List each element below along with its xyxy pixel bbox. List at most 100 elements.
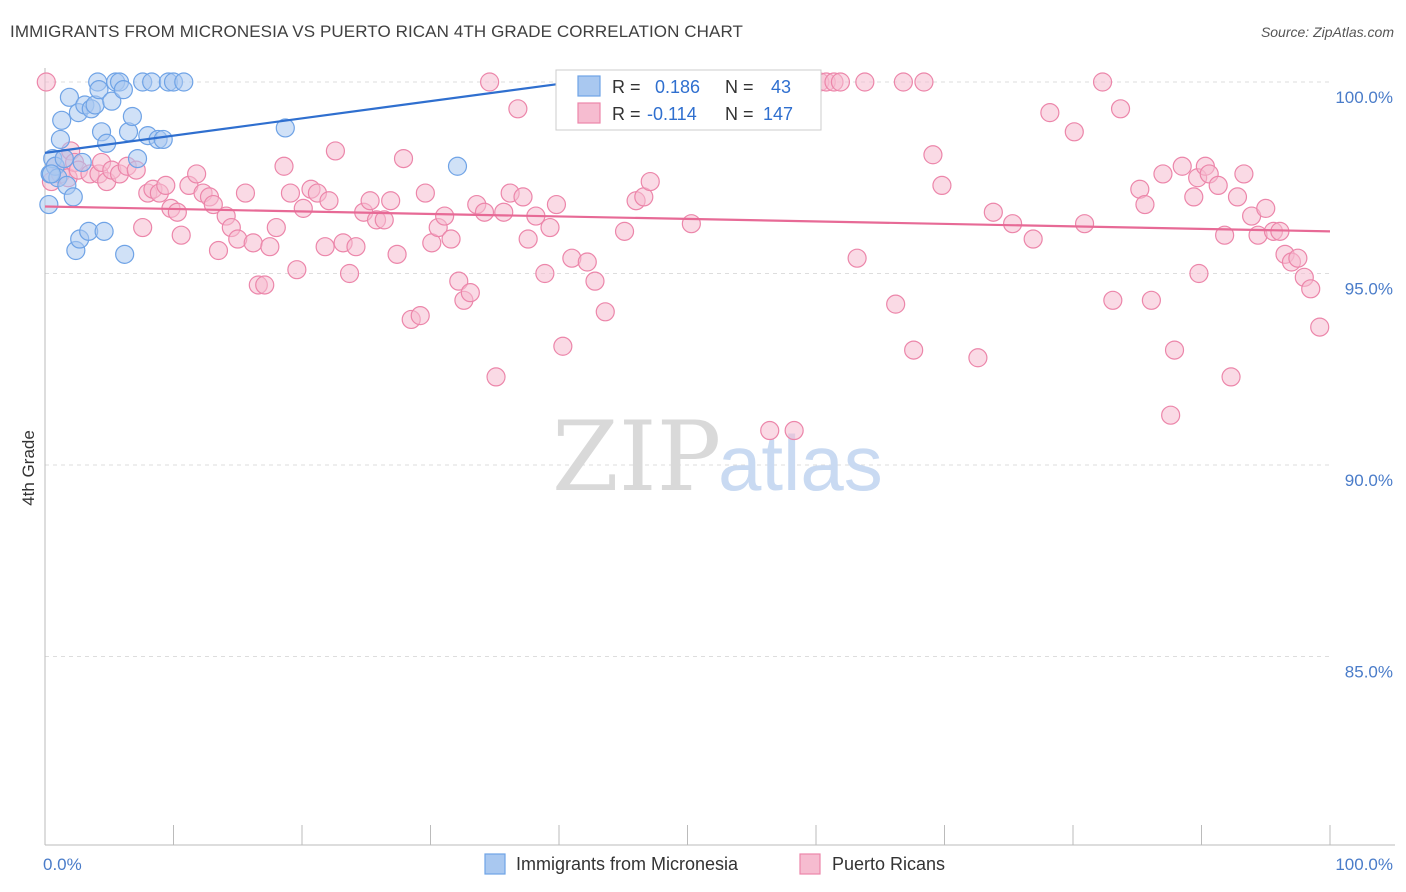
point-puerto-rican-136 (1234, 164, 1254, 184)
point-puerto-rican-119 (1103, 290, 1123, 310)
stats-swatch-pink (577, 102, 601, 124)
point-puerto-rican-38 (266, 217, 286, 238)
point-puerto-rican-146 (1301, 279, 1321, 299)
y-tick-labels: 100.0% 95.0% 90.0% 85.0% (1335, 88, 1393, 682)
stat-n-value-1: 43 (771, 77, 791, 97)
point-puerto-rican-115 (1040, 103, 1060, 123)
point-micronesia-27 (113, 80, 133, 100)
y-tick-label-3: 85.0% (1345, 663, 1393, 682)
point-puerto-rican-118 (1092, 72, 1113, 92)
point-puerto-rican-67 (460, 283, 480, 303)
point-puerto-rican-102 (830, 72, 851, 92)
x-tick-labels: 0.0% 100.0% (43, 855, 1393, 874)
point-micronesia-41 (447, 156, 468, 176)
point-puerto-rican-36 (255, 275, 275, 295)
point-puerto-rican-134 (1221, 367, 1241, 387)
point-puerto-rican-97 (784, 420, 804, 441)
point-puerto-rican-81 (553, 336, 573, 356)
point-micronesia-40 (275, 118, 295, 138)
point-puerto-rican-91 (640, 171, 660, 192)
stat-r-value-1: 0.186 (655, 77, 700, 97)
point-puerto-rican-132 (1208, 175, 1228, 196)
point-puerto-rican-29 (208, 240, 229, 261)
point-micronesia-9 (59, 87, 80, 107)
point-puerto-rican-124 (1153, 164, 1173, 184)
gridlines (45, 81, 1330, 657)
point-puerto-rican-105 (886, 294, 906, 314)
watermark: ZIP atlas (552, 401, 883, 513)
point-puerto-rican-23 (171, 225, 191, 245)
point-puerto-rican-79 (540, 217, 560, 238)
series-puerto-ricans (36, 72, 1330, 441)
point-puerto-rican-52 (360, 191, 380, 211)
point-puerto-rican-50 (346, 237, 366, 257)
point-puerto-rican-70 (480, 72, 500, 92)
point-puerto-rican-78 (535, 263, 555, 284)
point-puerto-rican-75 (513, 187, 533, 207)
point-puerto-rican-45 (315, 237, 335, 257)
point-puerto-rican-76 (518, 229, 538, 249)
point-puerto-rican-59 (410, 306, 430, 326)
y-tick-label-0: 100.0% (1335, 88, 1393, 107)
point-puerto-rican-47 (325, 141, 346, 161)
point-puerto-rican-46 (319, 191, 339, 211)
point-puerto-rican-37 (260, 237, 280, 257)
legend-label-puerto-ricans: Puerto Ricans (832, 854, 945, 874)
point-puerto-rican-107 (904, 340, 924, 360)
legend-swatch-puerto-ricans (799, 853, 821, 875)
point-puerto-rican-149 (1189, 263, 1209, 284)
point-puerto-rican-74 (508, 99, 528, 119)
trend-line-micronesia (44, 82, 560, 154)
point-puerto-rican-120 (1110, 99, 1131, 119)
source-label: Source: ZipAtlas.com (1260, 24, 1394, 40)
point-puerto-rican-108 (914, 72, 934, 92)
point-micronesia-14 (72, 152, 92, 173)
x-tick-label-1: 100.0% (1335, 855, 1393, 874)
point-puerto-rican-110 (932, 175, 952, 196)
y-axis-label: 4th Grade (19, 430, 38, 506)
legend-swatch-micronesia (484, 853, 506, 875)
point-puerto-rican-126 (1164, 340, 1185, 360)
point-puerto-rican-144 (1288, 248, 1308, 268)
point-puerto-rican-125 (1161, 405, 1181, 425)
point-puerto-rican-71 (486, 367, 506, 387)
point-micronesia-10 (63, 187, 83, 207)
point-puerto-rican-127 (1172, 156, 1192, 176)
point-puerto-rican-25 (187, 164, 207, 184)
stat-r-label-2: R = (612, 104, 641, 124)
point-puerto-rican-69 (474, 202, 495, 222)
watermark-zip: ZIP (552, 401, 721, 513)
point-micronesia-30 (127, 149, 148, 169)
point-puerto-rican-111 (968, 348, 988, 368)
point-puerto-rican-65 (449, 271, 469, 291)
point-puerto-rican-33 (235, 183, 256, 203)
point-micronesia-35 (153, 129, 173, 150)
point-micronesia-7 (54, 149, 74, 169)
point-puerto-rican-40 (280, 183, 301, 203)
point-puerto-rican-112 (983, 202, 1003, 222)
point-puerto-rican-117 (1074, 214, 1095, 234)
point-puerto-rican-148 (36, 72, 56, 92)
point-puerto-rican-147 (1310, 317, 1330, 337)
point-micronesia-42 (41, 164, 62, 184)
stats-swatch-blue (577, 75, 601, 97)
point-micronesia-0 (39, 194, 59, 215)
chart-title: IMMIGRANTS FROM MICRONESIA VS PUERTO RIC… (10, 22, 744, 41)
point-puerto-rican-20 (156, 175, 176, 196)
point-puerto-rican-84 (577, 252, 597, 272)
point-puerto-rican-86 (595, 302, 615, 322)
stat-n-label-2: N = (725, 104, 754, 124)
point-puerto-rican-85 (585, 271, 605, 291)
point-puerto-rican-64 (441, 229, 461, 249)
stat-r-value-2: -0.114 (647, 104, 697, 124)
y-tick-label-1: 95.0% (1345, 280, 1393, 299)
point-puerto-rican-55 (381, 191, 401, 211)
point-puerto-rican-39 (274, 156, 294, 176)
point-puerto-rican-95 (681, 214, 701, 234)
point-puerto-rican-72 (494, 202, 514, 222)
trend-line-puerto-rican (44, 205, 1331, 233)
point-puerto-rican-122 (1135, 194, 1155, 215)
point-puerto-rican-128 (1184, 187, 1204, 207)
point-puerto-rican-103 (847, 248, 867, 268)
point-puerto-rican-104 (855, 72, 875, 92)
